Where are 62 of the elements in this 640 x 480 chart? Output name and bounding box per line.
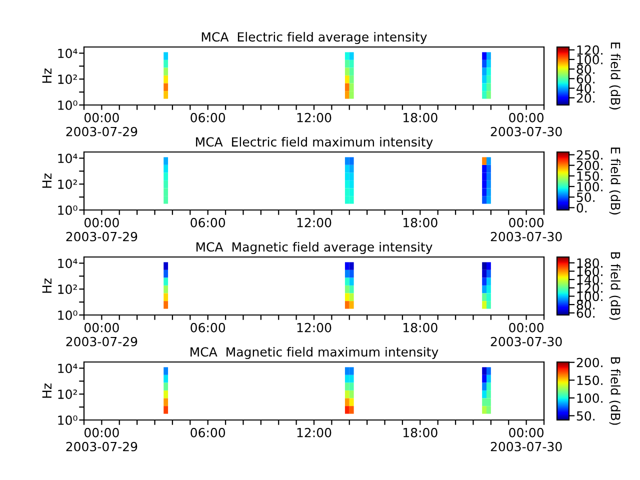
x-tick-label: 18:00 <box>404 218 438 228</box>
y-tick-label: 10⁴ <box>58 154 78 164</box>
y-tick-label: 10² <box>58 284 77 294</box>
x-tick-label: 00:00 2003-07-30 <box>490 428 562 452</box>
x-tick-label: 00:00 2003-07-30 <box>490 322 562 346</box>
y-axis-title: Hz <box>42 68 52 83</box>
color-bar-label: 100. <box>577 182 602 192</box>
color-bar-label: 180. <box>577 258 602 268</box>
x-tick-label: 12:00 <box>297 322 332 332</box>
y-axis-title: Hz <box>42 278 52 293</box>
color-bar-label: 150. <box>577 376 602 386</box>
x-tick-label: 12:00 <box>297 428 332 438</box>
x-tick-label: 18:00 <box>404 428 438 438</box>
chart-title: MCA Electric field average intensity <box>202 32 427 44</box>
chart-title: MCA Magnetic field maximum intensity <box>190 346 438 360</box>
y-tick-label: 10² <box>58 74 77 84</box>
chart-title: MCA Magnetic field average intensity <box>196 242 432 254</box>
x-tick-label: 12:00 <box>297 218 332 228</box>
color-bar-label: 50. <box>576 411 594 421</box>
y-tick-label: 10⁴ <box>58 48 78 58</box>
x-tick-label: 00:00 2003-07-29 <box>66 112 138 136</box>
color-bar-label: 50. <box>576 192 594 202</box>
color-bar-label: 120. <box>577 45 602 55</box>
color-bar-label: 80. <box>576 64 594 74</box>
y-tick-label: 10² <box>58 390 77 400</box>
y-tick-label: 10⁰ <box>58 415 78 425</box>
y-tick-label: 10⁰ <box>58 100 78 110</box>
color-bar-label: 250. <box>576 150 602 160</box>
x-tick-label: 00:00 2003-07-30 <box>490 218 562 242</box>
color-bar-label: 40. <box>576 84 594 94</box>
x-tick-label: 00:00 2003-07-29 <box>66 218 138 242</box>
y-tick-label: 10² <box>58 180 77 190</box>
color-bar-title: E field (dB) <box>609 148 620 214</box>
color-bar-title: B field (dB) <box>609 252 620 320</box>
y-tick-label: 10⁰ <box>58 205 78 215</box>
x-tick-label: 12:00 <box>297 112 332 122</box>
color-bar-label: 200. <box>576 160 602 170</box>
color-bar-label: 150. <box>577 171 602 181</box>
x-tick-label: 06:00 <box>190 218 226 228</box>
color-bar-label: 100. <box>577 54 602 64</box>
color-bar-label: 100. <box>577 393 602 403</box>
chart-title: MCA Electric field maximum intensity <box>196 136 433 150</box>
x-tick-label: 00:00 2003-07-29 <box>66 322 138 346</box>
color-bar-label: 60. <box>576 74 594 84</box>
x-tick-label: 06:00 <box>190 428 226 438</box>
color-bar-title: E field (dB) <box>609 42 620 110</box>
x-tick-label: 06:00 <box>190 112 226 122</box>
color-bar-title: B field (dB) <box>609 357 620 425</box>
y-axis-title: Hz <box>42 384 52 398</box>
color-bar-label: 0. <box>576 203 587 213</box>
x-tick-label: 00:00 2003-07-29 <box>66 428 138 452</box>
y-tick-label: 10⁰ <box>58 310 78 320</box>
y-tick-label: 10⁴ <box>58 364 78 374</box>
y-axis-title: Hz <box>42 174 52 188</box>
color-bar-label: 200. <box>576 358 602 368</box>
y-tick-label: 10⁴ <box>58 258 78 268</box>
color-bar-label: 20. <box>576 93 594 103</box>
x-tick-label: 18:00 <box>404 322 438 332</box>
x-tick-label: 00:00 2003-07-30 <box>490 112 562 136</box>
color-bar-label: 60. <box>576 308 594 318</box>
x-tick-label: 06:00 <box>190 322 226 332</box>
x-tick-label: 18:00 <box>404 112 438 122</box>
